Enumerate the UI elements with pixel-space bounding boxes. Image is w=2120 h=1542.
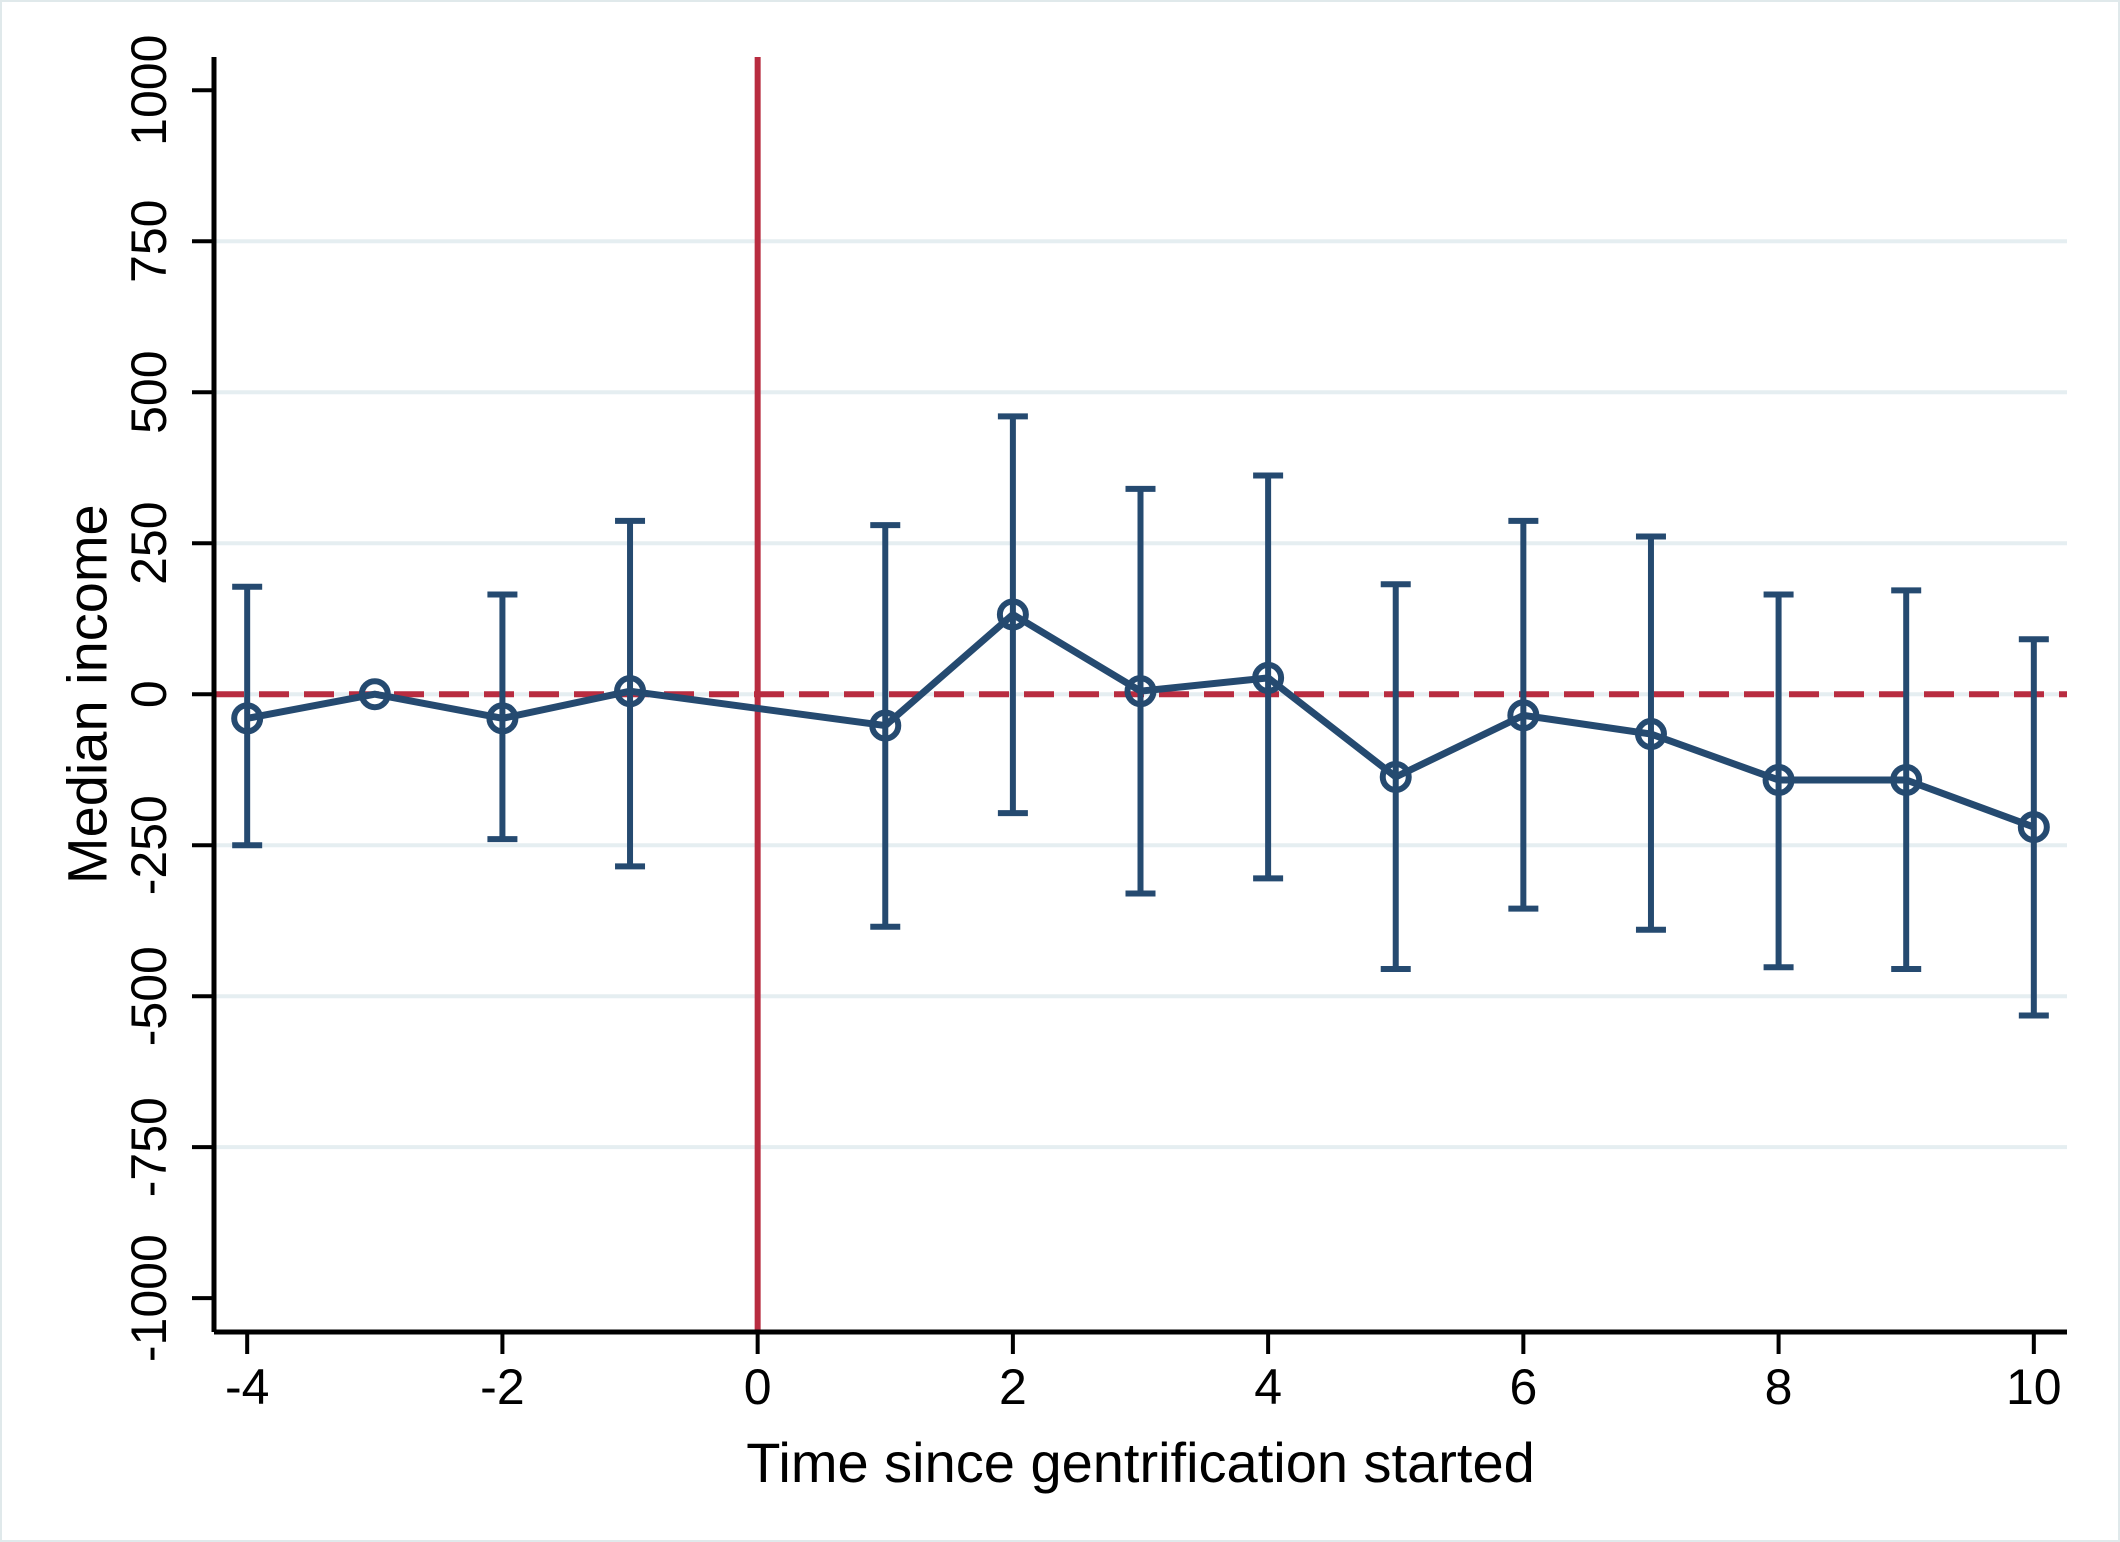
y-tick-label: -1000 [121,1234,177,1362]
y-tick-label: -750 [121,1097,177,1197]
x-tick-label: 8 [1765,1359,1793,1415]
coefficient-marker [1507,699,1540,732]
y-tick-label: 750 [121,199,177,282]
x-axis-title: Time since gentrification started [746,1431,1534,1494]
y-tick-label: 250 [121,501,177,584]
coefficient-marker [486,702,519,735]
axes-layer: -1000 -750 -500 -250 0 250 500 750 1000 -4 -2 0 2 4 6 8… [121,35,2067,1415]
data-series-layer [231,413,2050,1019]
coefficient-marker [1379,760,1412,793]
coefficient-marker [358,678,391,711]
x-tick-label: -2 [480,1359,524,1415]
coefficient-marker [614,675,647,708]
y-tick-label: -500 [121,946,177,1046]
y-tick-label: 500 [121,350,177,433]
coefficient-marker [1890,763,1923,796]
coefficient-marker [1762,763,1795,796]
x-tick-label: 6 [1509,1359,1537,1415]
coefficient-marker [1252,661,1285,694]
coefficient-marker [1124,675,1157,708]
x-tick-label: 4 [1254,1359,1282,1415]
y-tick-label: 0 [121,680,177,708]
coefficient-marker [2017,811,2050,844]
x-tick-label: 0 [744,1359,772,1415]
x-tick-label: 2 [999,1359,1027,1415]
y-axis-title: Median income [56,504,119,884]
x-tick-label: -4 [225,1359,269,1415]
y-tick-label: 1000 [121,35,177,146]
coefficient-marker [996,598,1029,631]
x-tick-label: 10 [2006,1359,2062,1415]
coefficient-marker [231,702,264,735]
coefficient-line [246,610,2036,831]
coefficient-marker [1634,718,1667,751]
y-tick-label: -250 [121,795,177,895]
coefficient-marker [869,709,902,742]
